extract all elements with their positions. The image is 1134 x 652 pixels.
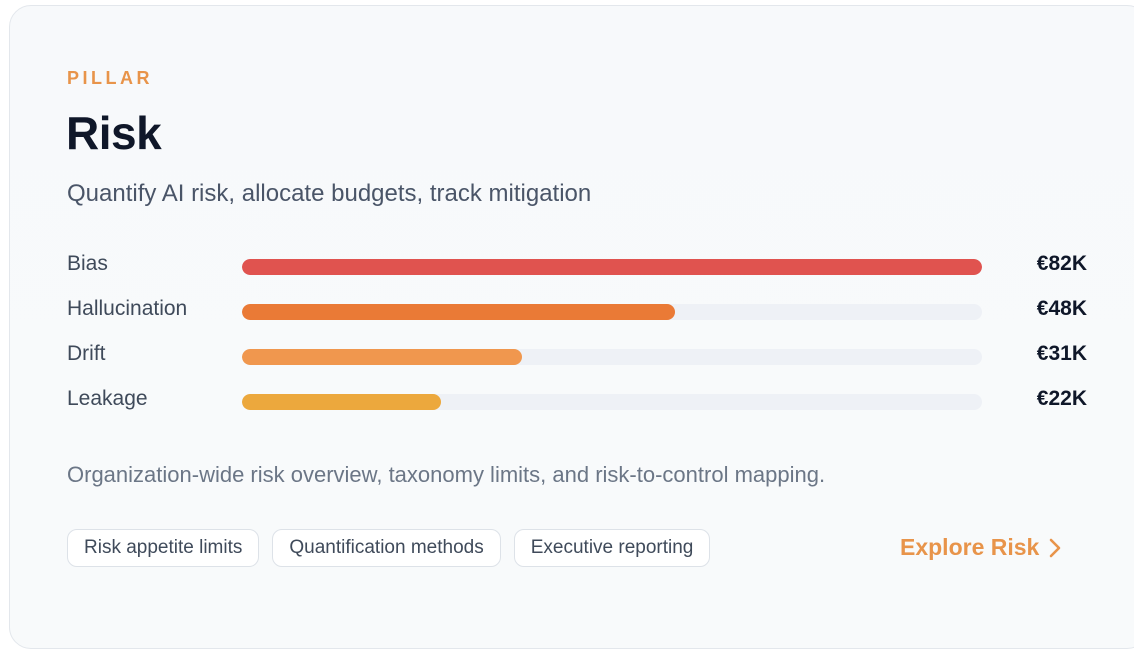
chip-risk-appetite-limits[interactable]: Risk appetite limits: [67, 529, 260, 567]
explore-risk-label: Explore Risk: [900, 534, 1040, 560]
bar-fill-bias: [242, 259, 982, 275]
bar-row: Bias €82K: [67, 246, 1087, 291]
card-subtitle: Quantify AI risk, allocate budgets, trac…: [67, 180, 592, 207]
bar-fill-drift: [242, 349, 522, 365]
bar-value: €22K: [1036, 387, 1087, 410]
bar-value: €82K: [1036, 252, 1087, 275]
bar-track: [242, 349, 982, 365]
risk-budget-bars: Bias €82K Hallucination €48K Drift €31K …: [67, 246, 1087, 426]
bar-track: [242, 304, 982, 320]
bar-row: Leakage €22K: [67, 381, 1087, 426]
bar-label: Drift: [67, 342, 106, 365]
explore-risk-link[interactable]: Explore Risk: [900, 534, 1061, 561]
bar-value: €48K: [1036, 297, 1087, 320]
risk-pillar-card: PILLAR Risk Quantify AI risk, allocate b…: [9, 5, 1134, 649]
bar-track: [242, 394, 982, 410]
bar-label: Hallucination: [67, 297, 188, 320]
bar-track: [242, 259, 982, 275]
chip-quantification-methods[interactable]: Quantification methods: [272, 529, 501, 567]
bar-fill-hallucination: [242, 304, 676, 320]
bar-label: Leakage: [67, 387, 148, 410]
bar-value: €31K: [1036, 342, 1087, 365]
chip-list: Risk appetite limits Quantification meth…: [67, 529, 711, 567]
chevron-right-icon: [1050, 538, 1061, 557]
bar-fill-leakage: [242, 394, 441, 410]
chip-executive-reporting[interactable]: Executive reporting: [513, 529, 711, 567]
bar-row: Drift €31K: [67, 336, 1087, 381]
bar-row: Hallucination €48K: [67, 291, 1087, 336]
card-title: Risk: [66, 107, 162, 159]
card-description: Organization-wide risk overview, taxonom…: [67, 462, 826, 487]
bar-label: Bias: [67, 252, 108, 275]
pillar-eyebrow: PILLAR: [67, 68, 153, 88]
